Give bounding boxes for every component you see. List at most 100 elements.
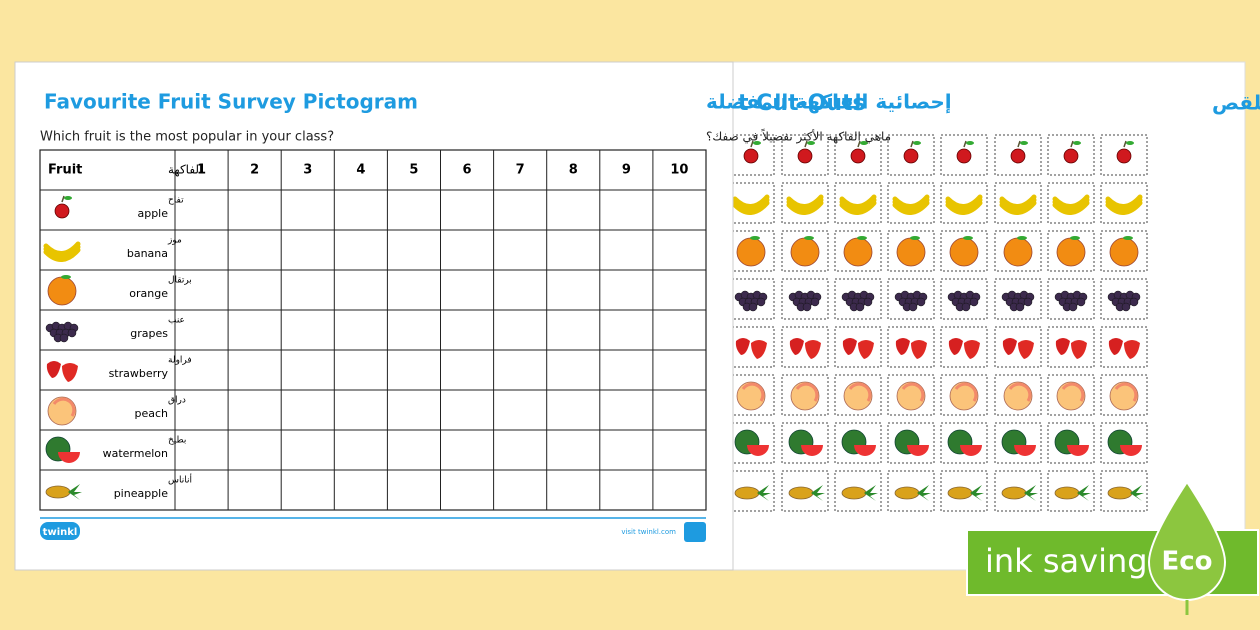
pineapple-leaves [1077, 485, 1091, 501]
footer-icon [684, 522, 706, 542]
orange [1109, 237, 1139, 267]
cut-icon [892, 194, 930, 215]
cut-box [887, 470, 935, 512]
fruit-name: grapes [130, 327, 168, 340]
pineapple-leaves [811, 485, 825, 501]
leaf [1017, 236, 1027, 240]
leaf [1123, 236, 1133, 240]
pineapple-leaves [68, 484, 82, 500]
grape [969, 297, 979, 307]
leaf [807, 141, 815, 145]
question-ar: ماهي الفاكهة الأكثر تفضيلاً في صفك؟ [706, 129, 891, 145]
cut-box [1047, 422, 1095, 464]
column-number: 8 [569, 163, 578, 178]
apple [1063, 148, 1079, 164]
grape [802, 302, 812, 312]
cut-icon [1002, 338, 1034, 359]
peach-blush [848, 382, 872, 402]
cut-icon [788, 290, 822, 312]
cut-icon [842, 338, 874, 359]
fruit-name-ar: أناناس [168, 474, 192, 486]
cut-icon [1010, 140, 1028, 164]
column-number: 6 [463, 163, 472, 178]
grape [1076, 297, 1086, 307]
stem [910, 140, 914, 148]
cut-icon [894, 485, 931, 501]
banana [839, 200, 877, 215]
cut-icon [947, 429, 982, 456]
fruit-name: watermelon [103, 447, 168, 460]
cut-icon [743, 140, 761, 164]
orange [896, 237, 926, 267]
cut-icon [1054, 429, 1089, 456]
cut-box [940, 326, 988, 368]
logo-badge [40, 522, 80, 540]
cut-box [1100, 374, 1148, 416]
cut-box [834, 230, 882, 272]
cut-icon [999, 194, 1037, 215]
cut-box [781, 182, 829, 224]
cut-box [940, 278, 988, 320]
apple [1010, 148, 1026, 164]
stem [857, 140, 861, 148]
orange [1003, 237, 1033, 267]
banana [43, 247, 81, 262]
strawberry [895, 338, 910, 355]
apple [1116, 148, 1132, 164]
peach [790, 381, 820, 411]
cut-box [834, 182, 882, 224]
cut-box [994, 422, 1042, 464]
orange [736, 237, 766, 267]
logo: twinkl [43, 527, 78, 538]
leaf [64, 196, 72, 200]
column-number: 7 [516, 163, 525, 178]
cut-box [781, 374, 829, 416]
cut-icon [797, 140, 815, 164]
fruit-name-ar: فراولة [168, 356, 192, 366]
fruit-icon [45, 436, 80, 463]
cut-icon [1108, 338, 1140, 359]
pineapple-leaves [970, 485, 984, 501]
grape [908, 302, 918, 312]
peach-blush [795, 382, 819, 402]
strawberry [842, 338, 857, 355]
header-fruit: Fruit [48, 163, 82, 178]
column-number: 5 [409, 163, 418, 178]
fruit-name-ar: موز [167, 236, 182, 246]
cut-box [834, 134, 882, 176]
cut-box [887, 230, 935, 272]
strawberry [1055, 338, 1070, 355]
peach-blush [1114, 382, 1138, 402]
cut-icon [1054, 485, 1091, 501]
cut-box [781, 422, 829, 464]
cut-box [1100, 134, 1148, 176]
grape [810, 297, 820, 307]
cut-box [1047, 374, 1095, 416]
orange [47, 276, 77, 306]
stem [804, 140, 808, 148]
cut-box [1100, 470, 1148, 512]
peach-blush [741, 382, 765, 402]
cut-icon [903, 140, 921, 164]
pineapple-leaves [1130, 485, 1144, 501]
cut-box [1047, 278, 1095, 320]
footer-url: visit twinkl.com [621, 528, 676, 536]
cut-box [1047, 230, 1095, 272]
banana [786, 200, 824, 215]
watermelon-slice [854, 445, 876, 456]
cut-box [781, 278, 829, 320]
left-title-ar: إحصائية الفاكهة المفضلة [706, 90, 952, 114]
cut-icon [947, 290, 981, 312]
cut-box [834, 470, 882, 512]
cut-box [994, 278, 1042, 320]
strawberry [1071, 340, 1087, 359]
cut-icon [732, 194, 770, 215]
cut-icon [896, 381, 926, 411]
question: Which fruit is the most popular in your … [40, 130, 334, 145]
orange [843, 237, 873, 267]
column-number: 10 [670, 163, 688, 178]
cut-icon [945, 194, 983, 215]
strawberry [1108, 338, 1123, 355]
cut-box [940, 182, 988, 224]
leaf [61, 275, 71, 279]
